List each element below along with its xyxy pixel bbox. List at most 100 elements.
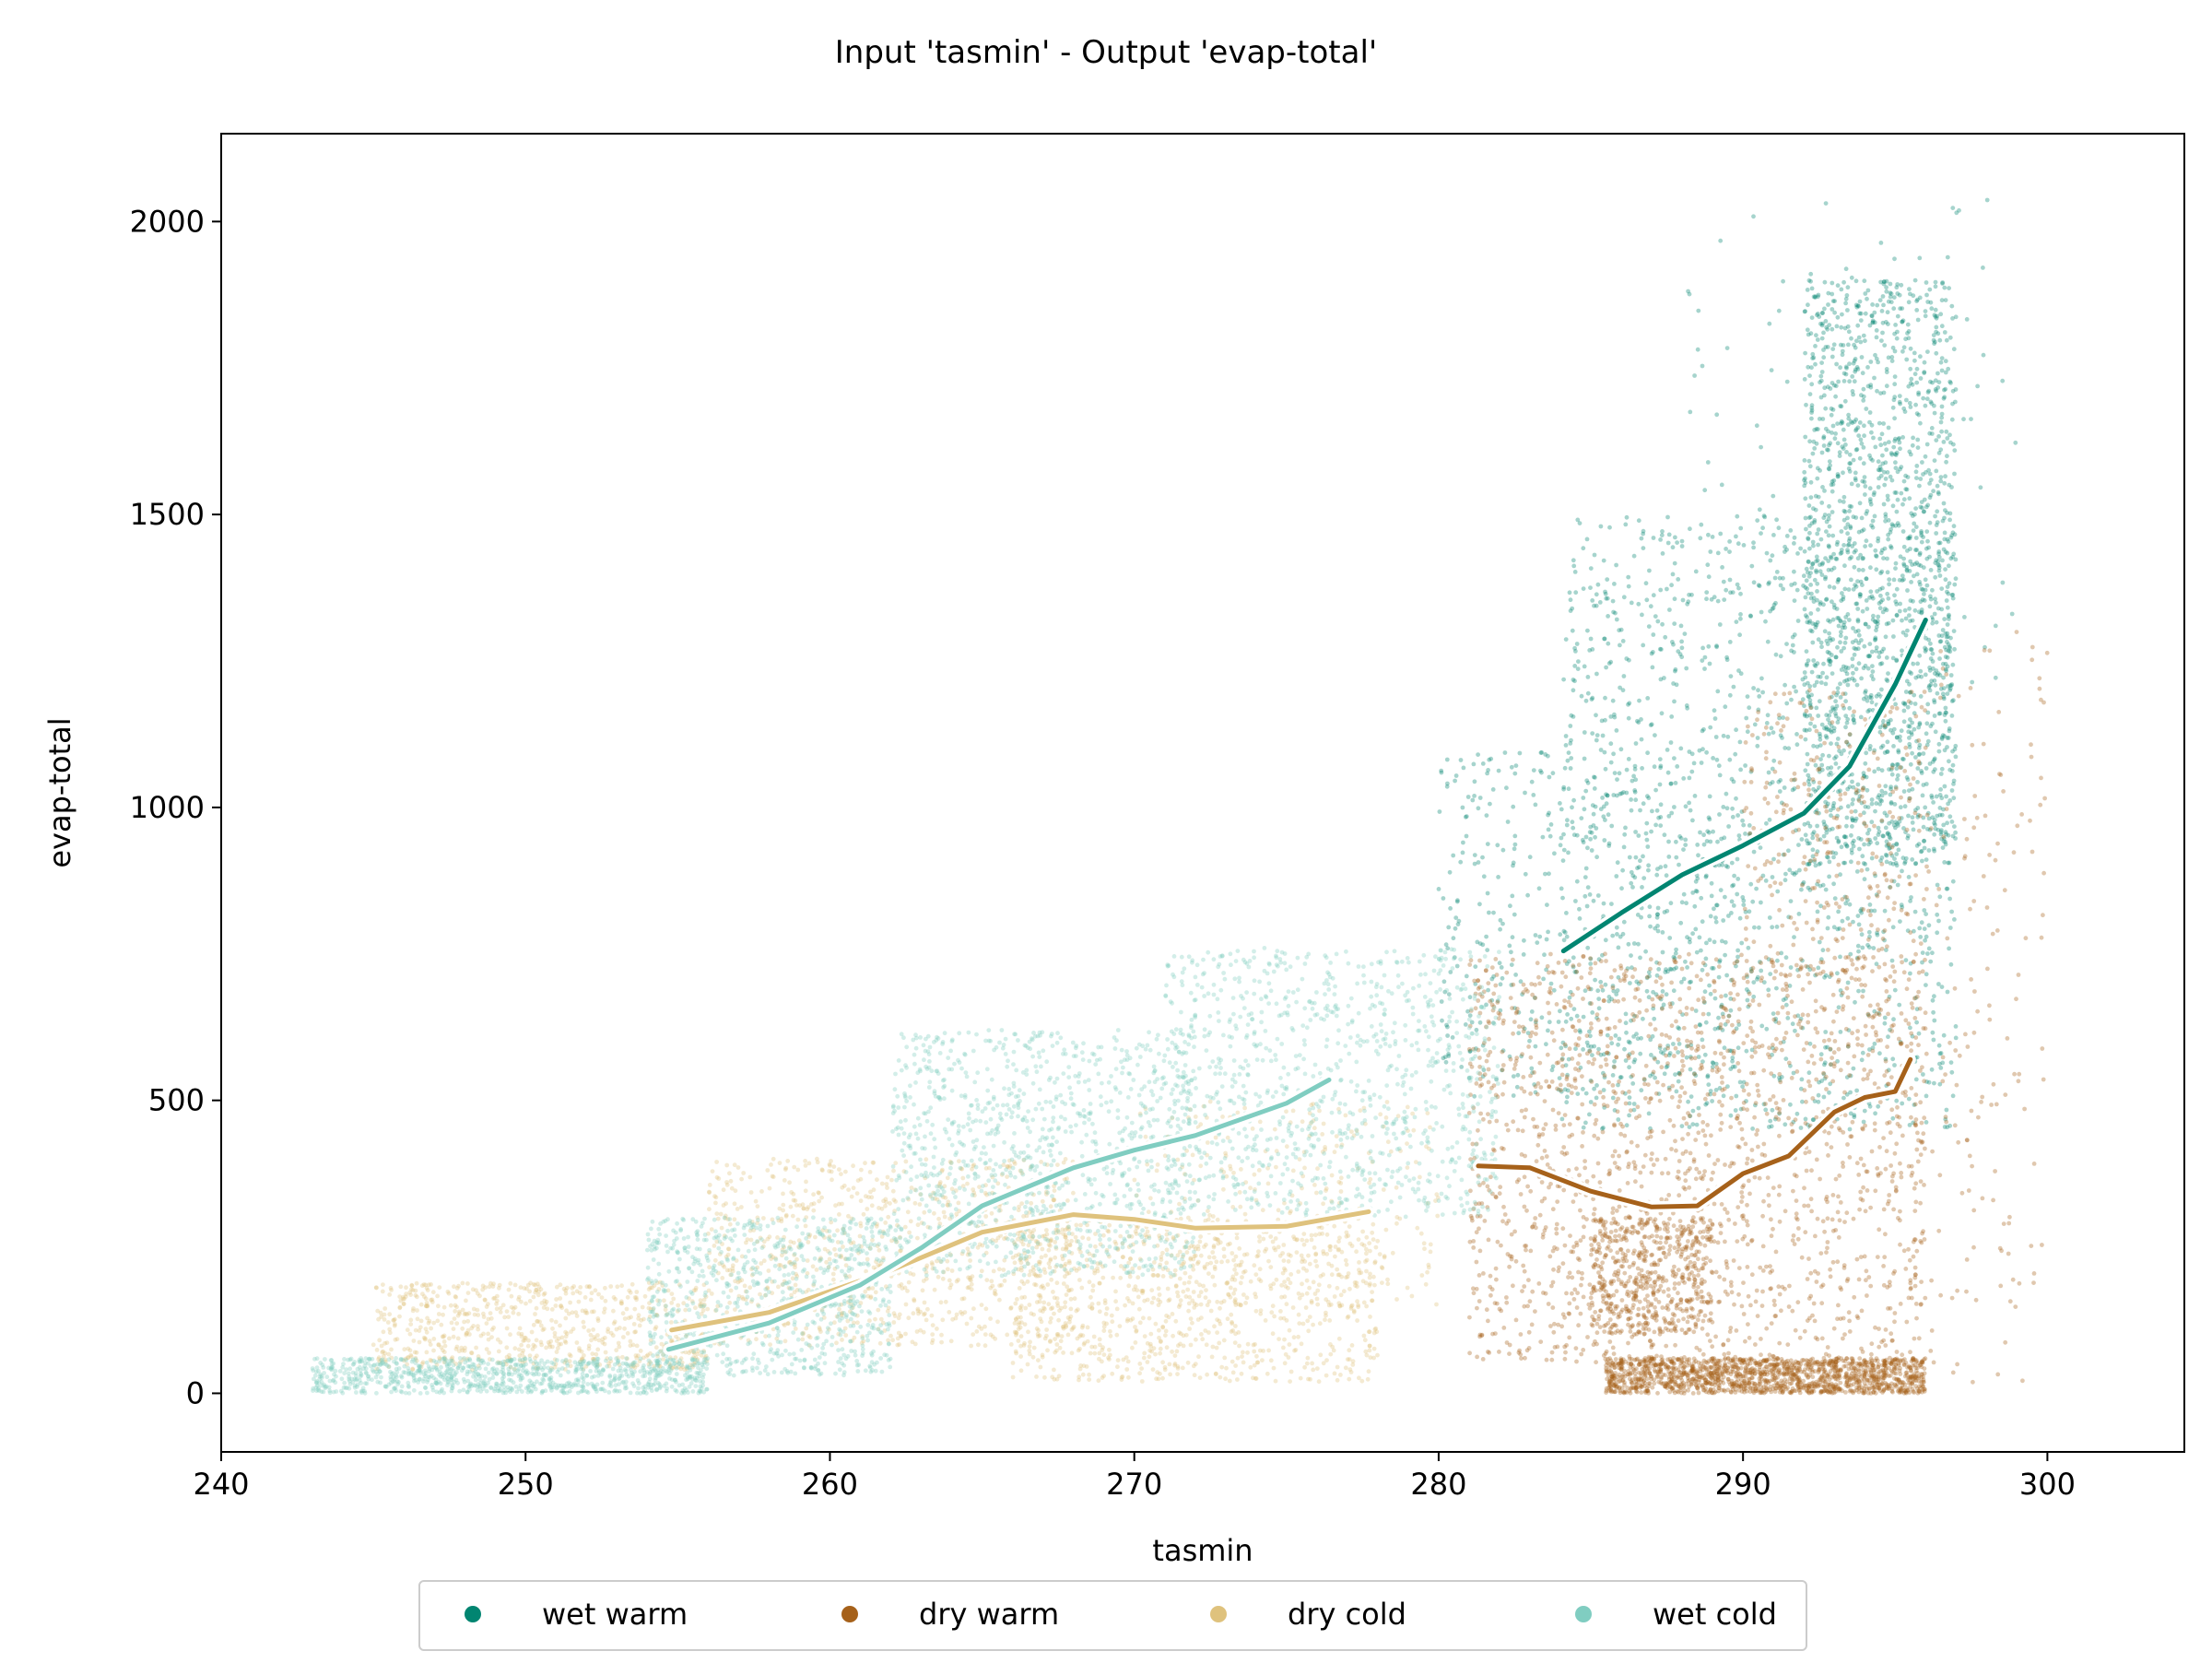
scatter-point [1883,1058,1888,1064]
scatter-point [1766,731,1771,737]
scatter-point [1898,1209,1902,1214]
scatter-point [1914,994,1920,999]
scatter-point [1784,701,1790,706]
scatter-point [1728,590,1733,596]
scatter-point [1908,761,1913,767]
scatter-point [1835,686,1841,690]
scatter-point [1566,750,1571,755]
scatter-point [1475,1305,1479,1311]
scatter-point [1777,1111,1782,1116]
scatter-point [1943,298,1948,302]
scatter-point [1588,1295,1594,1301]
scatter-point [1924,546,1929,551]
scatter-point [1572,1078,1578,1083]
scatter-point [1895,1121,1900,1126]
scatter-point [1712,906,1716,912]
scatter-point [1757,1002,1762,1008]
scatter-point [1728,1067,1734,1071]
scatter-point [1764,1264,1769,1269]
scatter-point [1789,583,1794,587]
scatter-point [1730,1056,1735,1060]
scatter-point [1935,930,1940,936]
scatter-point [1533,802,1538,808]
scatter-point [1749,1148,1755,1152]
scatter-point [1869,313,1875,318]
scatter-point [1939,404,1945,409]
scatter-point [1500,847,1506,853]
scatter-point [1515,1072,1521,1078]
scatter-point [1877,1051,1882,1056]
scatter-point [1863,621,1868,627]
scatter-point [1471,1245,1477,1250]
scatter-point [1539,1180,1545,1185]
scatter-point [1951,782,1956,786]
scatter-point [1700,1037,1705,1043]
scatter-point [1700,363,1705,369]
scatter-point [1571,955,1576,961]
scatter-point [1844,1279,1850,1283]
scatter-point [1924,721,1930,726]
scatter-point [1946,736,1951,740]
scatter-point [1552,851,1557,856]
scatter-point [1476,752,1480,757]
scatter-point [1654,1079,1660,1085]
scatter-point [1952,471,1957,477]
scatter-point [1853,278,1859,284]
scatter-point [1847,1126,1853,1132]
scatter-point [1495,1239,1500,1244]
scatter-point [1873,352,1877,358]
scatter-point [1878,442,1884,448]
scatter-point [1818,757,1823,761]
scatter-point [1567,1122,1572,1126]
scatter-point [1811,596,1817,600]
scatter-point [1907,613,1912,618]
scatter-point [1760,1213,1765,1219]
scatter-point [1708,725,1713,730]
scatter-point [1952,582,1958,587]
scatter-point [1876,832,1881,837]
scatter-point [1595,1050,1601,1056]
scatter-point [1885,749,1890,754]
scatter-point [1639,1035,1643,1041]
scatter-point [1950,879,1956,884]
scatter-point [1606,614,1610,619]
scatter-point [1872,1041,1877,1046]
scatter-point [1703,956,1709,961]
scatter-point [1501,1204,1506,1209]
scatter-point [1648,966,1653,972]
scatter-point [1583,1120,1588,1126]
scatter-point [1946,642,1951,647]
scatter-point [1697,1170,1702,1175]
scatter-point [1623,1020,1629,1026]
scatter-point [1682,631,1688,636]
scatter-point [1872,1008,1877,1014]
scatter-point [1791,1188,1795,1194]
scatter-point [1934,619,1939,625]
scatter-point [1671,988,1677,994]
scatter-point [1684,1121,1689,1126]
scatter-point [1766,770,1771,775]
scatter-point [1808,1197,1814,1202]
scatter-point [1880,585,1885,591]
scatter-point [1909,1031,1914,1036]
scatter-point [1458,758,1464,762]
scatter-point [1808,583,1813,587]
scatter-point [1809,1054,1815,1058]
scatter-point [1624,1150,1630,1155]
scatter-point [1656,967,1662,972]
scatter-point [1720,565,1724,570]
scatter-point [1601,901,1606,906]
scatter-point [1472,853,1477,857]
scatter-point [1715,598,1721,604]
scatter-point [1585,690,1591,696]
scatter-point [1819,336,1825,341]
scatter-point [1790,1308,1795,1314]
scatter-point [1736,1068,1742,1074]
scatter-point [1900,306,1905,311]
scatter-point [1813,762,1818,768]
scatter-point [1811,543,1816,548]
scatter-point [1576,962,1582,968]
scatter-point [1916,412,1922,418]
scatter-point [1724,791,1729,796]
scatter-point [1938,360,1944,365]
